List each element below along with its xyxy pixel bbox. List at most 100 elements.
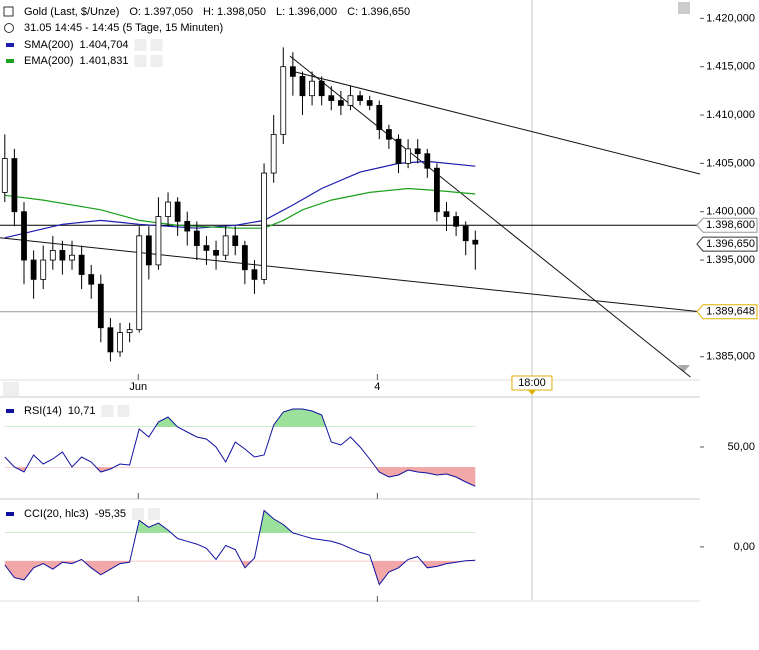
candle-body: [222, 235, 229, 256]
legend-close[interactable]: [117, 405, 130, 417]
candle-body: [193, 230, 200, 246]
candle-body: [136, 235, 143, 331]
candle-body: [318, 80, 325, 97]
legend-settings[interactable]: [101, 405, 114, 417]
ohlc-label: L: 1.396,000: [276, 6, 337, 18]
candle-body: [21, 211, 27, 261]
candle-body: [405, 148, 411, 164]
ohlc-label: C: 1.396,650: [347, 6, 410, 18]
y-tick-label: 1.415,000: [706, 61, 755, 73]
candle-body: [203, 245, 210, 251]
candle-body: [232, 235, 239, 246]
scroll-icon[interactable]: [678, 2, 690, 14]
candle-body: [49, 249, 56, 261]
candle-body: [40, 259, 47, 280]
candle-body: [107, 327, 114, 353]
candle-body: [289, 66, 296, 77]
candle-body: [385, 129, 392, 140]
legend-close[interactable]: [150, 39, 163, 51]
now-label-pointer: [527, 390, 536, 395]
oversold-fill: [4, 467, 476, 487]
candle-body: [78, 254, 85, 275]
legend-value: 1.401,831: [80, 55, 129, 67]
candle-body: [59, 249, 66, 261]
clock-icon: [4, 23, 14, 33]
candle-body: [97, 283, 104, 329]
candle-body: [453, 216, 460, 227]
x-tick-label: 4: [374, 381, 380, 393]
candle-body: [145, 235, 152, 266]
y-tick-label: 0,00: [734, 541, 755, 553]
price-flag: [696, 217, 758, 233]
candle-body: [117, 332, 123, 353]
candle-body: [357, 95, 363, 101]
y-tick-label: 1.385,000: [706, 351, 755, 363]
legend-name: CCI(20, hlc3): [24, 508, 89, 520]
candle-body: [165, 201, 171, 217]
candle-body: [299, 75, 306, 97]
legend-swatch: [6, 512, 14, 516]
trendline: [0, 237, 701, 313]
candle-body: [261, 172, 267, 280]
chart-title: Gold (Last, $/Unze): [24, 6, 119, 18]
candle-body: [30, 259, 37, 280]
candle-body: [1, 158, 8, 193]
legend-value: 1.404,704: [80, 39, 129, 51]
legend-swatch: [6, 409, 14, 413]
candle-body: [155, 216, 162, 266]
candle-body: [366, 100, 373, 106]
candle-body: [472, 239, 479, 245]
y-tick-label: 1.410,000: [706, 109, 755, 121]
price-flag-label: 1.389,648: [706, 306, 755, 318]
legend-close[interactable]: [150, 55, 163, 67]
crosshair-icon[interactable]: [3, 382, 19, 396]
candle-body: [424, 153, 431, 169]
y-tick-label: 50,00: [727, 441, 755, 453]
trendline: [289, 70, 701, 175]
chart-subtitle: 31.05 14:45 - 14:45 (5 Tage, 15 Minuten): [24, 22, 223, 34]
legend-name: EMA(200): [24, 55, 74, 67]
candle-body: [376, 104, 383, 130]
candle-body: [213, 249, 219, 256]
candle-body: [328, 95, 335, 101]
indicator-line: [4, 509, 476, 586]
candle-body: [88, 274, 95, 285]
y-tick-label: 1.420,000: [706, 12, 755, 24]
legend-value: -95,35: [95, 508, 126, 520]
candle-body: [347, 95, 354, 106]
candle-body: [270, 133, 277, 174]
x-tick-label: Jun: [129, 381, 147, 393]
candle-body: [251, 269, 258, 280]
y-tick-label: 1.405,000: [706, 157, 755, 169]
candle-body: [11, 158, 18, 213]
candle-body: [174, 201, 181, 222]
moving-average: [4, 187, 476, 229]
legend-close[interactable]: [148, 508, 160, 520]
y-tick-label: 1.400,000: [706, 206, 755, 218]
candle-body: [309, 80, 315, 97]
candle-body: [184, 220, 191, 232]
ohlc-label: O: 1.397,050: [129, 6, 193, 18]
y-tick-label: 1.395,000: [706, 254, 755, 266]
last-price-flag: [696, 236, 758, 252]
candle-body: [395, 138, 402, 164]
legend-name: RSI(14): [24, 405, 62, 417]
candle-body: [280, 66, 287, 135]
candle-body: [414, 148, 421, 155]
legend-settings[interactable]: [132, 508, 144, 520]
now-label: 18:00: [518, 377, 546, 389]
indicator-line: [4, 408, 476, 487]
legend-swatch: [6, 43, 14, 47]
candle-body: [241, 245, 248, 271]
scale-icon[interactable]: [678, 365, 690, 372]
candle-body: [337, 100, 344, 106]
legend-settings[interactable]: [134, 55, 147, 67]
oversold-fill: [4, 560, 466, 585]
legend-value: 10,71: [68, 405, 96, 417]
legend-settings[interactable]: [134, 39, 147, 51]
trendline: [289, 55, 691, 378]
candle-body: [462, 225, 469, 242]
